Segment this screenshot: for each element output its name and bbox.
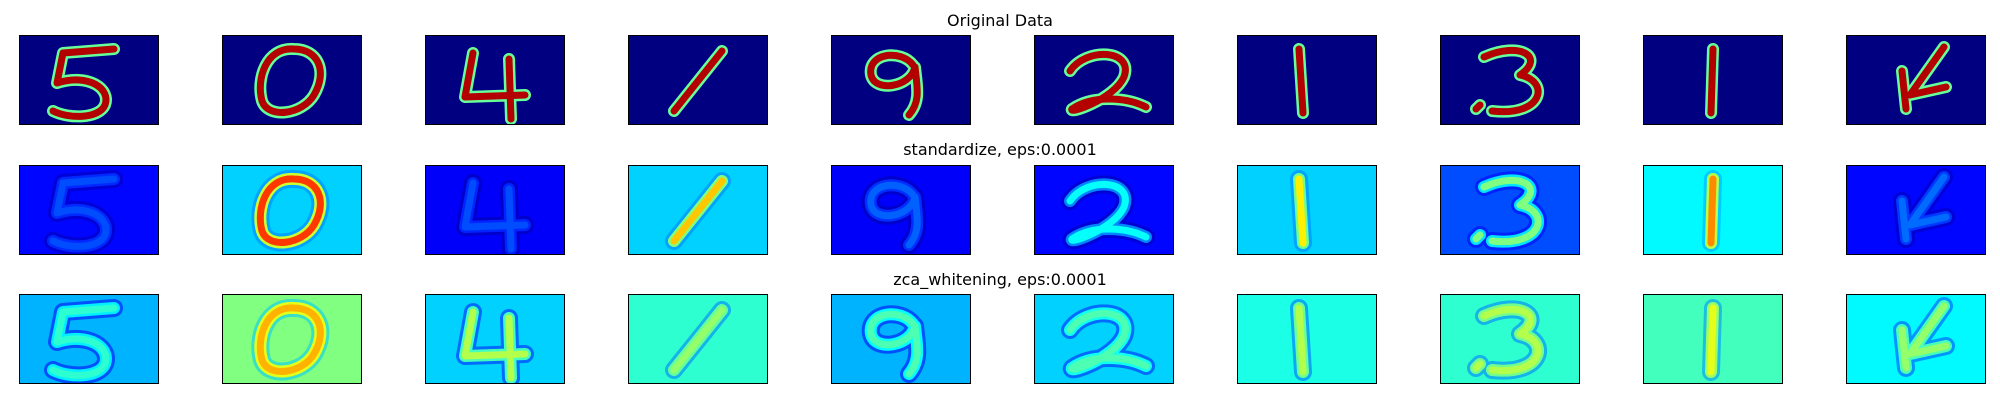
panel-frame — [425, 294, 565, 384]
panel-background — [425, 294, 565, 384]
panel-frame — [628, 35, 768, 125]
digit-panel-r1-c2 — [222, 35, 362, 125]
digit-panel-r2-c5 — [831, 165, 971, 255]
digit-core — [1472, 305, 1542, 375]
digit-core — [1066, 50, 1150, 114]
digit-core — [49, 45, 118, 120]
digit-panel-r2-c6 — [1034, 165, 1174, 255]
panel-frame — [1237, 35, 1377, 125]
digit-panel-r3-c9 — [1643, 294, 1783, 384]
digit-core — [1472, 46, 1542, 116]
digit-core — [1295, 175, 1307, 247]
digit-panel-r2-c2 — [222, 165, 362, 255]
panel-frame — [1846, 35, 1986, 125]
panel-frame — [1643, 35, 1783, 125]
panel-frame — [1034, 294, 1174, 384]
digit-panel-r3-c5 — [831, 294, 971, 384]
digit-core — [1707, 175, 1717, 247]
panel-frame — [222, 165, 362, 255]
panel-frame — [831, 294, 971, 384]
panel-frame — [831, 165, 971, 255]
row-title-original: Original Data — [947, 11, 1053, 30]
digit-panel-r1-c3 — [425, 35, 565, 125]
digit-core — [256, 304, 324, 375]
digit-panel-r1-c5 — [831, 35, 971, 125]
digit-core — [1898, 302, 1950, 372]
panel-frame — [628, 165, 768, 255]
row-title-standardize: standardize, eps:0.0001 — [903, 140, 1097, 159]
panel-frame — [1034, 35, 1174, 125]
panel-frame — [425, 165, 565, 255]
digit-panel-r1-c9 — [1643, 35, 1783, 125]
digit-core — [461, 308, 529, 382]
digit-panel-r2-c10 — [1846, 165, 1986, 255]
panel-frame — [1237, 294, 1377, 384]
digit-core — [1295, 304, 1307, 376]
row-title-zca-whitening: zca_whitening, eps:0.0001 — [893, 270, 1107, 289]
digit-core — [256, 175, 324, 246]
digit-panel-r1-c6 — [1034, 35, 1174, 125]
digit-core — [1066, 180, 1150, 244]
digit-panel-r1-c8 — [1440, 35, 1580, 125]
digit-panel-r2-c9 — [1643, 165, 1783, 255]
digit-core — [1898, 43, 1950, 113]
panel-frame — [1034, 165, 1174, 255]
panel-frame — [1237, 165, 1377, 255]
digit-panel-r3-c7 — [1237, 294, 1377, 384]
digit-core — [1295, 45, 1307, 117]
digit-core — [49, 175, 118, 250]
panel-frame — [222, 294, 362, 384]
panel-frame — [1846, 165, 1986, 255]
panel-frame — [1440, 35, 1580, 125]
digit-core — [49, 304, 118, 379]
digit-panel-r2-c3 — [425, 165, 565, 255]
digit-panel-r3-c4 — [628, 294, 768, 384]
digit-panel-r1-c1 — [19, 35, 159, 125]
panel-frame — [831, 35, 971, 125]
panel-frame — [19, 294, 159, 384]
digit-core — [867, 181, 921, 249]
panel-frame — [19, 35, 159, 125]
digit-panel-r3-c2 — [222, 294, 362, 384]
digit-panel-r3-c6 — [1034, 294, 1174, 384]
digit-core — [1707, 304, 1717, 376]
digit-core — [867, 310, 921, 378]
panel-frame — [1440, 294, 1580, 384]
digit-panel-r3-c3 — [425, 294, 565, 384]
digit-core — [670, 177, 726, 245]
panel-background — [425, 35, 565, 125]
digit-core — [256, 45, 324, 116]
digit-core — [1898, 173, 1950, 243]
digit-panel-r3-c1 — [19, 294, 159, 384]
digit-panel-r1-c4 — [628, 35, 768, 125]
panel-frame — [628, 294, 768, 384]
panel-frame — [425, 35, 565, 125]
digit-panel-r3-c8 — [1440, 294, 1580, 384]
digit-core — [670, 306, 726, 374]
digit-panel-r2-c4 — [628, 165, 768, 255]
panel-frame — [1440, 165, 1580, 255]
digit-panel-r3-c10 — [1846, 294, 1986, 384]
panel-frame — [1643, 294, 1783, 384]
digit-core — [1066, 309, 1150, 373]
panel-frame — [19, 165, 159, 255]
digit-core — [461, 179, 529, 253]
panel-frame — [1643, 165, 1783, 255]
panel-frame — [1846, 294, 1986, 384]
panel-frame — [222, 35, 362, 125]
digit-panel-r2-c8 — [1440, 165, 1580, 255]
digit-core — [670, 47, 726, 115]
digit-panel-r2-c7 — [1237, 165, 1377, 255]
panel-background — [425, 165, 565, 255]
digit-core — [867, 51, 921, 119]
digit-panel-r1-c10 — [1846, 35, 1986, 125]
digit-panel-r1-c7 — [1237, 35, 1377, 125]
digit-core — [461, 49, 529, 123]
digit-core — [1472, 176, 1542, 246]
digit-panel-r2-c1 — [19, 165, 159, 255]
digit-core — [1707, 45, 1717, 117]
